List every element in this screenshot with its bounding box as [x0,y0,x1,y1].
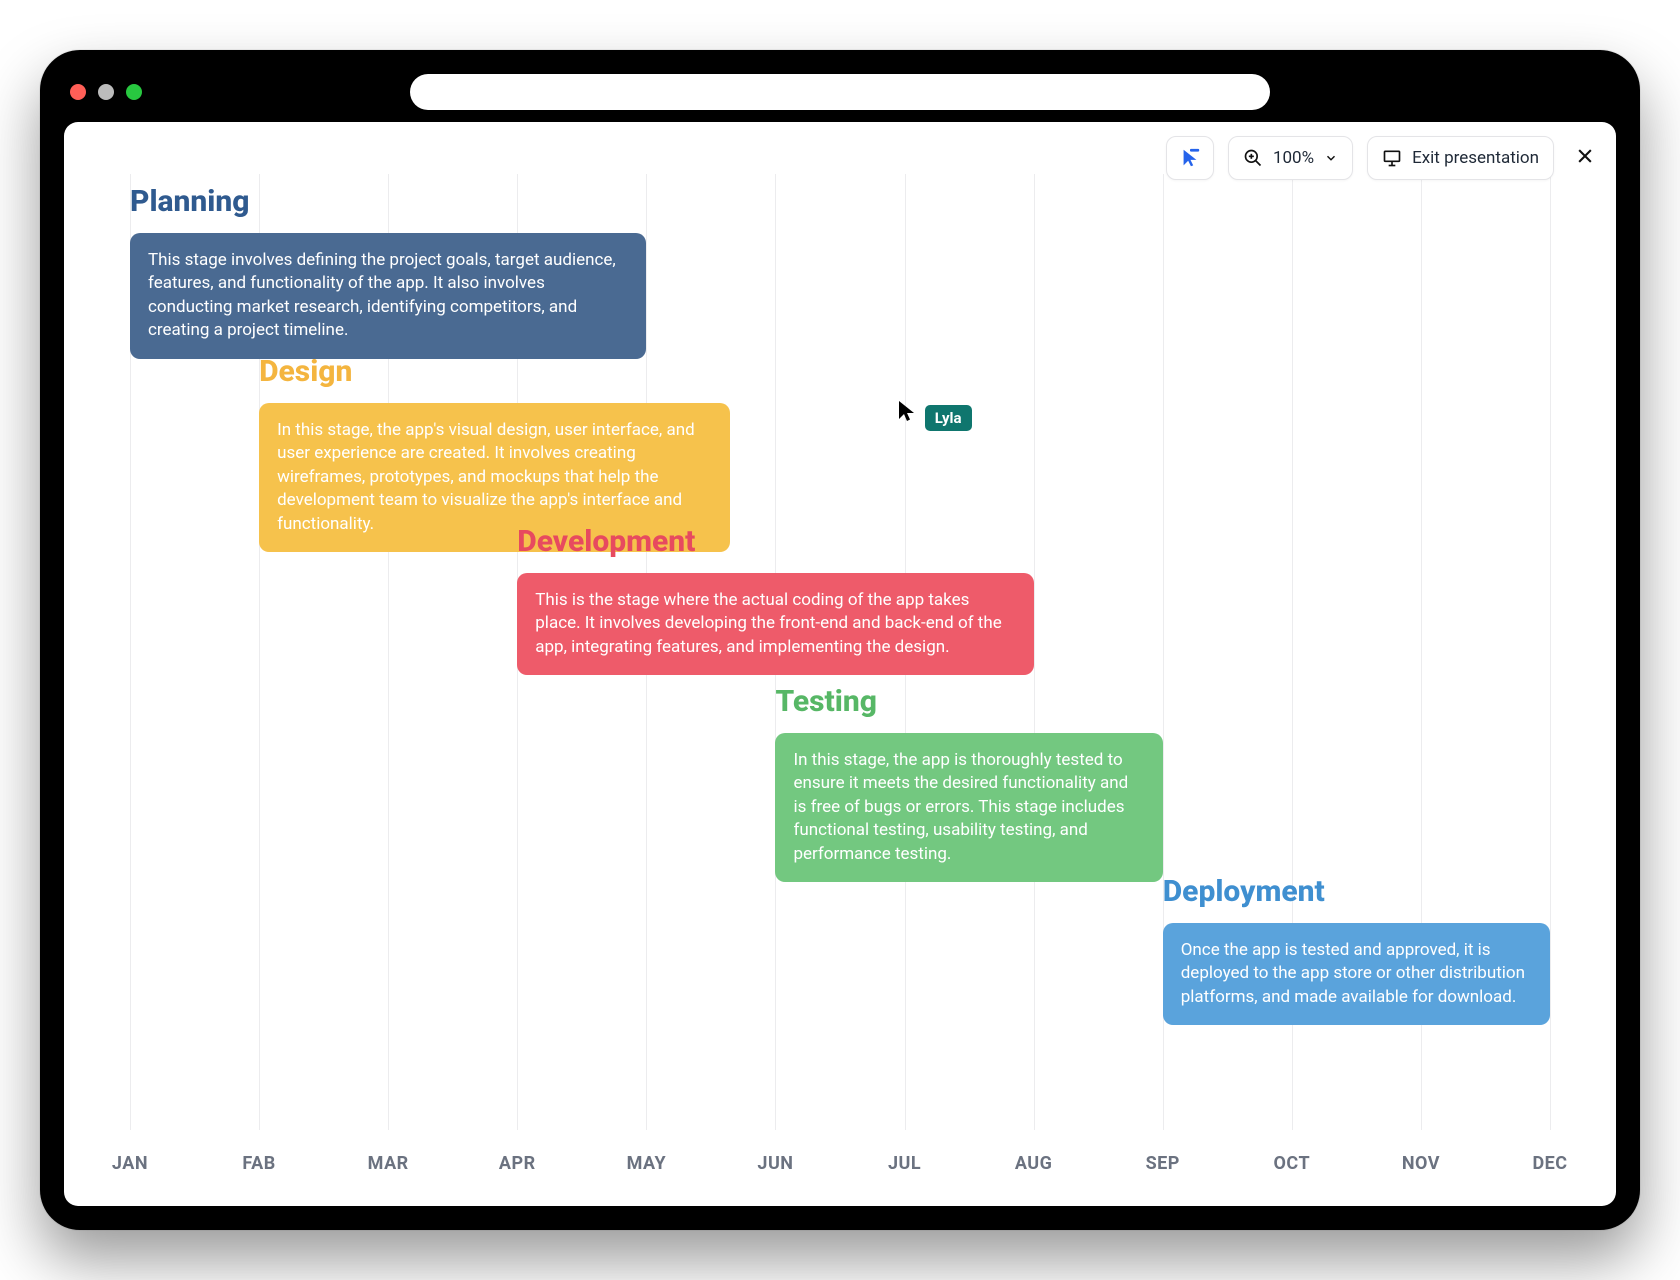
month-label: JAN [112,1153,148,1174]
month-label: JUL [888,1153,921,1174]
month-label: SEP [1146,1153,1180,1174]
stage-card[interactable]: This stage involves defining the project… [130,233,646,359]
zoom-value: 100% [1273,148,1314,168]
stage-title: Planning [130,184,646,219]
presentation-icon [1382,148,1402,168]
stage-title: Testing [775,684,1162,719]
cursor-tool-icon [1179,147,1201,169]
stage-card[interactable]: In this stage, the app is thoroughly tes… [775,733,1162,882]
cursor-pointer-icon [897,399,917,423]
month-label: NOV [1402,1153,1440,1174]
stage-card[interactable]: This is the stage where the actual codin… [517,573,1033,675]
month-label: FAB [242,1153,275,1174]
month-label: MAY [627,1153,667,1174]
zoom-control[interactable]: 100% [1228,136,1353,180]
month-axis: JANFABMARAPRMAYJUNJULAUGSEPOCTNOVDEC [130,1138,1550,1174]
cursor-tool-button[interactable] [1166,136,1214,180]
stage-deployment[interactable]: Deployment Once the app is tested and app… [1163,874,1550,1025]
traffic-lights [70,84,142,100]
gridline [1550,174,1551,1130]
zoom-in-icon [1243,148,1263,168]
device-frame: 100% Exit presentation [40,50,1640,1230]
stage-title: Development [517,524,1033,559]
stage-card[interactable]: Once the app is tested and approved, it … [1163,923,1550,1025]
collaborator-cursor: Lyla [897,399,972,431]
month-label: MAR [368,1153,409,1174]
stage-title: Design [259,354,730,389]
stage-design[interactable]: DesignIn this stage, the app's visual de… [259,354,730,552]
window-close-dot[interactable] [70,84,86,100]
window-zoom-dot[interactable] [126,84,142,100]
gantt-timeline: JANFABMARAPRMAYJUNJULAUGSEPOCTNOVDEC Pla… [130,174,1550,1174]
window-titlebar [64,74,1616,110]
stage-development[interactable]: Development This is the stage where the a… [517,524,1033,675]
window-minimize-dot[interactable] [98,84,114,100]
stage-testing[interactable]: Testing In this stage, the app is thoroug… [775,684,1162,882]
exit-presentation-button[interactable]: Exit presentation [1367,136,1554,180]
presentation-toolbar: 100% Exit presentation [1166,136,1602,180]
month-label: AUG [1015,1153,1053,1174]
canvas-screen: 100% Exit presentation [64,122,1616,1206]
month-label: DEC [1532,1153,1567,1174]
stage-title: Deployment [1163,874,1550,909]
month-label: JUN [757,1153,793,1174]
stage-planning[interactable]: Planning This stage involves defining the… [130,184,646,359]
month-label: APR [499,1153,536,1174]
chevron-down-icon [1324,151,1338,165]
exit-presentation-label: Exit presentation [1412,148,1539,168]
gridline [1034,174,1035,1130]
close-overlay-button[interactable] [1568,141,1602,175]
collaborator-name-tag: Lyla [925,405,972,431]
month-label: OCT [1274,1153,1311,1174]
close-icon [1575,146,1595,170]
address-bar[interactable] [410,74,1270,110]
